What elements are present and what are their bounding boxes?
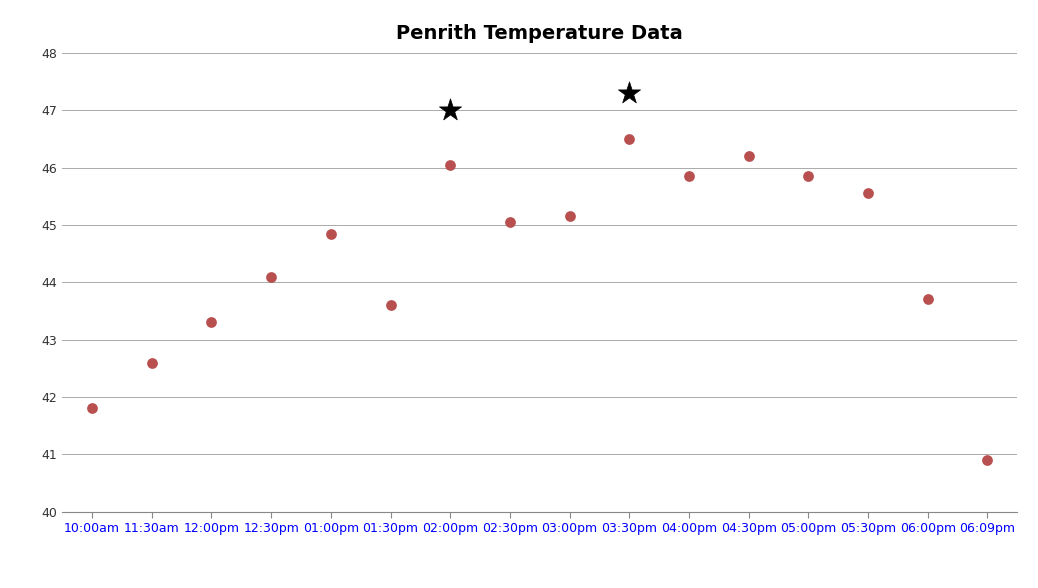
Point bbox=[621, 134, 637, 143]
Point bbox=[323, 229, 339, 238]
Point bbox=[501, 218, 518, 227]
Point bbox=[681, 172, 698, 181]
Point bbox=[562, 212, 578, 221]
Point bbox=[442, 160, 459, 169]
Point bbox=[143, 358, 160, 367]
Point bbox=[859, 189, 876, 198]
Title: Penrith Temperature Data: Penrith Temperature Data bbox=[397, 24, 683, 43]
Point bbox=[203, 318, 220, 327]
Point bbox=[920, 295, 936, 304]
Point bbox=[382, 300, 399, 310]
Point bbox=[979, 455, 995, 465]
Point bbox=[263, 272, 279, 281]
Point bbox=[442, 106, 459, 115]
Point bbox=[740, 152, 757, 161]
Point bbox=[84, 403, 101, 413]
Point bbox=[621, 88, 637, 98]
Point bbox=[800, 172, 817, 181]
